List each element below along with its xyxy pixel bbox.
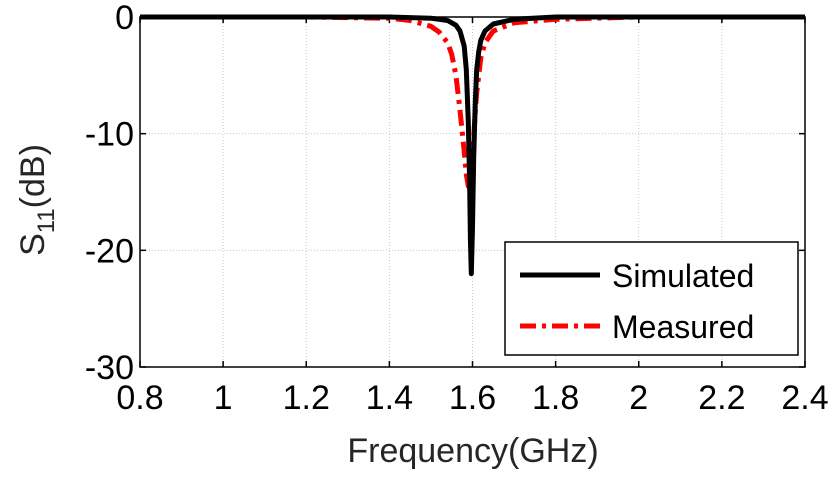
x-tick-labels: 0.8 1 1.2 1.4 1.6 1.8 2 2.2 2.4 xyxy=(116,379,828,417)
y-tick-label: -30 xyxy=(85,349,134,387)
x-tick-label: 1.4 xyxy=(366,379,413,417)
y-tick-label: 0 xyxy=(115,0,134,37)
x-tick-label: 2 xyxy=(629,379,648,417)
x-tick-label: 1.6 xyxy=(449,379,496,417)
y-tick-label: -20 xyxy=(85,232,134,270)
series-lines xyxy=(140,14,805,277)
y-tick-label: -10 xyxy=(85,116,134,154)
x-tick-label: 2.4 xyxy=(781,379,828,417)
series-line-simulated xyxy=(140,14,805,277)
x-tick-label: 0.8 xyxy=(116,379,163,417)
legend-label-measured: Measured xyxy=(612,309,754,345)
legend-box xyxy=(504,241,799,356)
x-tick-label: 1.2 xyxy=(283,379,330,417)
x-tick-label: 1.8 xyxy=(532,379,579,417)
x-tick-label: 2.2 xyxy=(698,379,745,417)
y-axis-label-main: S xyxy=(14,233,52,256)
x-axis-label: Frequency(GHz) xyxy=(347,432,598,470)
legend-label-simulated: Simulated xyxy=(612,258,754,294)
y-axis-label-subscript: 11 xyxy=(33,208,60,233)
legend: Simulated Measured xyxy=(504,241,799,356)
y-axis-label: S11(dB) xyxy=(14,144,60,256)
y-axis-label-suffix: (dB) xyxy=(14,144,52,208)
y-tick-labels: 0 -10 -20 -30 xyxy=(85,0,134,387)
x-tick-label: 1 xyxy=(214,379,233,417)
